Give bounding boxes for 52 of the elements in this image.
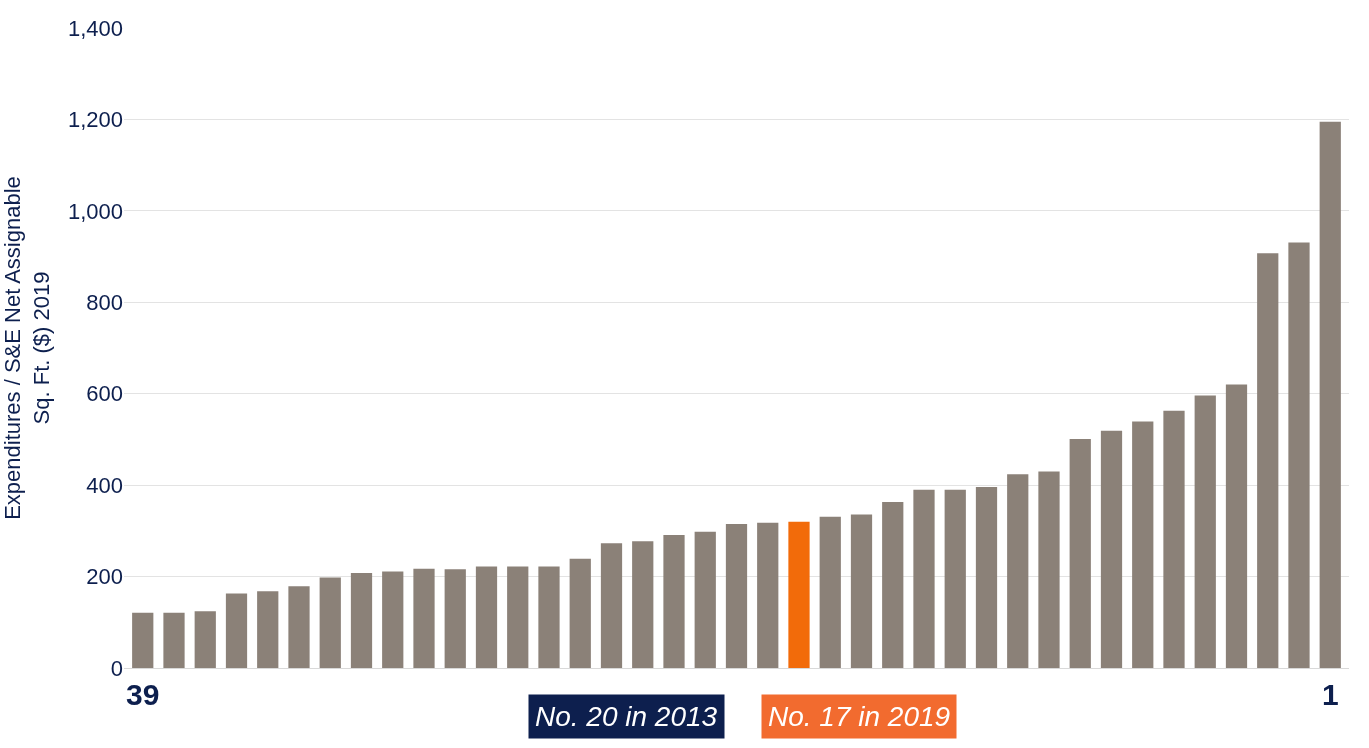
- y-tick-label: 1,200: [67, 107, 123, 133]
- bar: [413, 568, 435, 668]
- bar: [1132, 421, 1154, 668]
- text: No. 20 in 2013: [535, 701, 718, 732]
- bar: [850, 514, 873, 668]
- y-tick-label: 600: [86, 381, 123, 407]
- bar: [1288, 242, 1310, 668]
- bar: [757, 522, 779, 668]
- bar: [1257, 253, 1279, 668]
- bar: [319, 577, 341, 668]
- y-tick-label: 200: [86, 564, 123, 590]
- bar: [975, 486, 998, 668]
- bar: [819, 516, 841, 668]
- bar: [382, 571, 404, 668]
- bar: [444, 569, 466, 668]
- bar: [257, 591, 279, 668]
- bar: [350, 572, 373, 668]
- bar: [1100, 430, 1123, 668]
- y-axis-title: Expenditures / S&E Net Assignable Sq. Ft. ($) 2019: [0, 176, 54, 520]
- bar: [569, 558, 591, 668]
- bar: [913, 489, 935, 668]
- bar: [944, 489, 966, 668]
- bar: [600, 543, 623, 668]
- bar: [1225, 384, 1248, 668]
- y-tick-label: 0: [110, 655, 123, 681]
- bar: [1038, 471, 1060, 668]
- bar: [475, 566, 498, 668]
- y-tick-label: 1,000: [67, 198, 123, 224]
- y-tick-label: 800: [86, 289, 123, 315]
- x-tick-label: 39: [126, 678, 160, 711]
- bar: [882, 502, 904, 668]
- bar: [725, 524, 748, 668]
- bar: [288, 586, 310, 668]
- bar: [163, 612, 185, 668]
- bar: [1319, 121, 1341, 668]
- y-tick-label: 400: [86, 472, 123, 498]
- bar: [538, 566, 560, 668]
- text: No. 17 in 2019: [768, 701, 951, 732]
- bar: [194, 611, 216, 668]
- bar: [1163, 410, 1185, 668]
- bar: [788, 521, 810, 668]
- bar: [694, 531, 716, 668]
- bar: [132, 612, 154, 668]
- bar: [663, 534, 685, 668]
- bar: [632, 541, 654, 668]
- bar: [1069, 438, 1091, 668]
- bar: [507, 566, 529, 668]
- bar: [1007, 474, 1029, 668]
- x-tick-label: 1: [1321, 678, 1339, 711]
- y-tick-label: 1,400: [67, 15, 123, 41]
- bar: [225, 593, 248, 668]
- bar: [1194, 395, 1216, 668]
